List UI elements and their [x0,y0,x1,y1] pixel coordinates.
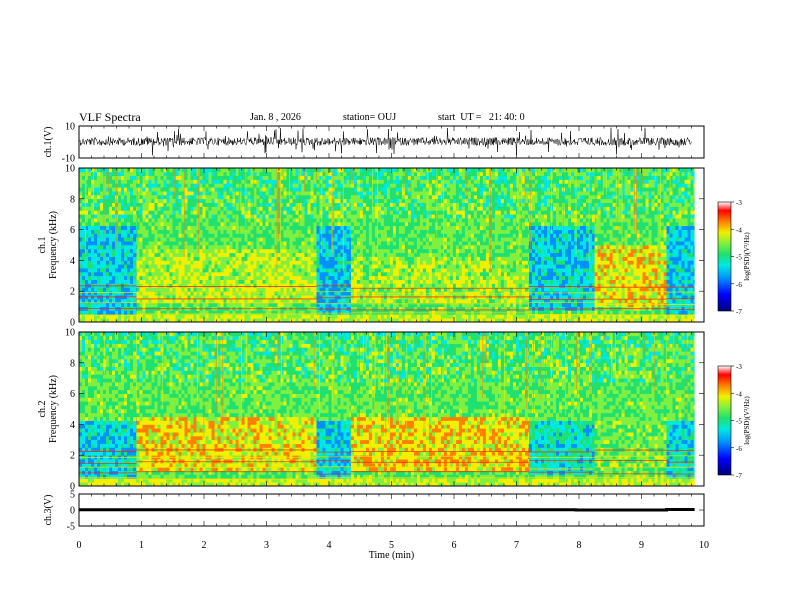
ch1-waveform-ylabel: ch.1(V) [43,127,54,158]
x-tick-label: 1 [139,540,144,551]
x-tick-label: 10 [699,540,709,551]
ch2-spectrogram-colorbar-tick: -6 [736,445,742,453]
x-tick-label: 5 [389,540,394,551]
ch1-spectrogram-colorbar-tick: -7 [736,308,742,316]
ch1-waveform-ytick: 10 [65,122,75,133]
ch1-spectrogram-colorbar [717,201,732,312]
ch1-spectrogram-colorbar-tick: -3 [736,199,742,207]
ch1-waveform-ytick: -10 [62,154,75,165]
ch1-spectrogram-colorbar-tick: -5 [736,254,742,262]
x-tick-label: 9 [639,540,644,551]
ch2-spectrogram-ylabel-channel: ch.2 [37,401,48,418]
ch2-spectrogram-colorbar-tick: -5 [736,418,742,426]
ch2-spectrogram-ytick: 4 [70,420,75,431]
x-tick-label: 8 [577,540,582,551]
start-time-label: start UT = 21: 40: 0 [438,112,525,123]
ch2-spectrogram-ytick: 0 [70,482,75,493]
ch1-spectrogram-ylabel-channel: ch.1 [37,237,48,254]
ch1-spectrogram-ytick: 8 [70,194,75,205]
date-label: Jan. 8 , 2026 [250,112,301,123]
x-tick-label: 4 [327,540,332,551]
ch1-spectrogram-ytick: 6 [70,225,75,236]
ch3-level-ytick: -5 [67,522,75,533]
x-tick-label: 6 [452,540,457,551]
ch2-spectrogram-ylabel-frequency: Frequency (kHz) [48,375,59,443]
ch3-level-line [79,508,695,512]
ch2-spectrogram-colorbar-tick: -7 [736,472,742,480]
ch2-spectrogram-ytick: 8 [70,358,75,369]
ch3-level-ylabel: ch.3(V) [43,495,54,526]
ch2-spectrogram-colorbar-label: log(PSD)(V²/Hz) [743,396,751,445]
x-axis-label: Time (min) [369,550,414,561]
figure-title: VLF Spectra [79,110,141,124]
ch2-spectrogram-ytick: 6 [70,389,75,400]
ch2-spectrogram-colorbar-tick: -4 [736,390,742,398]
x-tick-label: 3 [264,540,269,551]
ch2-spectrogram-colorbar [717,365,732,476]
ch1-spectrogram-ytick: 2 [70,287,75,298]
ch3-level-ytick: 0 [70,506,75,517]
ch2-spectrogram-cells [79,332,704,487]
x-tick-label: 2 [202,540,207,551]
ch1-spectrogram-colorbar-tick: -4 [736,226,742,234]
ch1-spectrogram-ylabel-frequency: Frequency (kHz) [48,211,59,279]
ch2-spectrogram-ytick: 10 [65,328,75,339]
ch1-spectrogram-ytick: 10 [65,164,75,175]
x-tick-label: 0 [77,540,82,551]
ch1-spectrogram-colorbar-label: log(PSD)(V²/Hz) [743,232,751,281]
ch2-spectrogram-ytick: 2 [70,451,75,462]
station-label: station= OUJ [343,112,397,123]
ch1-waveform-line [79,127,692,156]
ch2-spectrogram-colorbar-tick: -3 [736,363,742,371]
ch1-spectrogram-ytick: 4 [70,256,75,267]
ch1-spectrogram-cells [79,168,704,323]
ch1-spectrogram-colorbar-tick: -6 [736,281,742,289]
x-tick-label: 7 [514,540,519,551]
ch3-level-ytick: 5 [70,490,75,501]
ch1-spectrogram-ytick: 0 [70,318,75,329]
